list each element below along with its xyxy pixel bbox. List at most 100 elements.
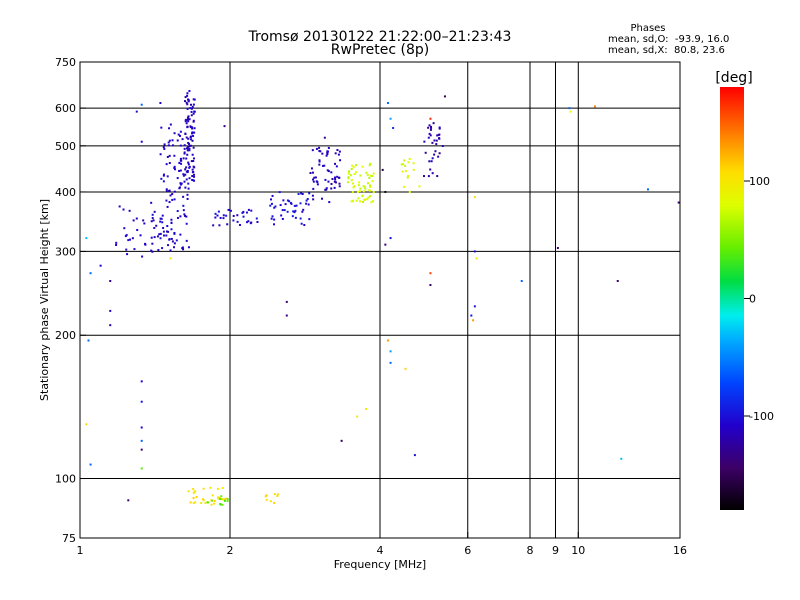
data-point bbox=[223, 125, 226, 128]
data-point bbox=[161, 221, 164, 224]
data-point bbox=[316, 181, 319, 184]
data-point bbox=[139, 234, 142, 237]
data-point bbox=[356, 415, 359, 418]
data-point bbox=[185, 166, 188, 169]
data-point bbox=[192, 98, 195, 101]
data-point bbox=[289, 201, 292, 204]
data-point bbox=[202, 487, 205, 490]
data-point bbox=[369, 185, 372, 188]
data-point bbox=[187, 490, 190, 493]
data-point bbox=[109, 324, 112, 327]
data-point bbox=[269, 204, 272, 207]
data-point bbox=[166, 155, 169, 158]
data-point bbox=[144, 243, 147, 246]
data-point bbox=[223, 499, 226, 502]
data-point bbox=[323, 164, 326, 167]
data-point bbox=[184, 100, 187, 103]
data-point bbox=[372, 191, 375, 194]
data-point bbox=[294, 209, 297, 212]
x-tick-label: 1 bbox=[77, 544, 84, 557]
data-point bbox=[218, 224, 221, 227]
data-point bbox=[305, 202, 308, 205]
y-tick-label: 600 bbox=[55, 102, 76, 115]
data-point bbox=[338, 185, 341, 188]
data-point bbox=[89, 272, 92, 275]
data-point bbox=[389, 361, 392, 364]
data-point bbox=[314, 176, 317, 179]
data-point bbox=[165, 189, 168, 192]
data-point bbox=[216, 487, 219, 490]
data-point bbox=[153, 236, 156, 239]
data-point bbox=[285, 314, 288, 317]
data-point bbox=[186, 94, 189, 97]
data-point bbox=[168, 154, 171, 157]
data-point bbox=[192, 165, 195, 168]
data-point bbox=[191, 153, 194, 156]
data-point bbox=[433, 153, 436, 156]
data-point bbox=[218, 497, 221, 500]
data-point bbox=[179, 130, 182, 133]
data-point bbox=[620, 457, 623, 460]
data-point bbox=[276, 495, 279, 498]
data-point bbox=[187, 142, 190, 145]
data-point bbox=[151, 242, 154, 245]
data-point bbox=[316, 183, 319, 186]
data-point bbox=[311, 171, 314, 174]
data-point bbox=[355, 199, 358, 202]
data-point bbox=[370, 201, 373, 204]
data-point bbox=[435, 139, 438, 142]
data-point bbox=[325, 187, 328, 190]
data-point bbox=[194, 501, 197, 504]
data-point bbox=[176, 139, 179, 142]
data-point bbox=[192, 157, 195, 160]
data-point bbox=[326, 152, 329, 155]
data-point bbox=[140, 448, 143, 451]
data-point bbox=[192, 488, 195, 491]
data-point bbox=[355, 164, 358, 167]
data-point bbox=[187, 187, 190, 190]
data-point bbox=[167, 141, 170, 144]
data-point bbox=[435, 143, 438, 146]
data-point bbox=[185, 136, 188, 139]
data-point bbox=[330, 182, 333, 185]
data-point bbox=[250, 209, 253, 212]
data-point bbox=[368, 164, 371, 167]
data-point bbox=[189, 107, 192, 110]
colorbar-tick-label: 100 bbox=[749, 175, 770, 188]
data-point bbox=[593, 105, 596, 108]
data-point bbox=[279, 204, 282, 207]
data-point bbox=[271, 194, 274, 197]
data-point bbox=[427, 175, 430, 178]
data-point bbox=[347, 177, 350, 180]
data-point bbox=[171, 139, 174, 142]
data-point bbox=[169, 249, 172, 252]
data-point bbox=[351, 191, 354, 194]
data-point bbox=[188, 144, 191, 147]
data-point bbox=[188, 90, 191, 93]
colorbar-label: [deg] bbox=[715, 70, 752, 86]
data-point bbox=[170, 237, 173, 240]
data-point bbox=[159, 153, 162, 156]
data-point bbox=[303, 224, 306, 227]
data-point bbox=[308, 192, 311, 195]
data-point bbox=[281, 217, 284, 220]
data-point bbox=[238, 223, 241, 226]
data-point bbox=[312, 187, 315, 190]
data-point bbox=[186, 169, 189, 172]
data-point bbox=[85, 237, 88, 240]
data-point bbox=[407, 161, 410, 164]
data-point bbox=[350, 179, 353, 182]
data-point bbox=[337, 153, 340, 156]
data-point bbox=[381, 168, 384, 171]
data-point bbox=[372, 172, 375, 175]
data-point bbox=[301, 193, 304, 196]
data-point bbox=[140, 103, 143, 106]
data-point bbox=[165, 199, 168, 202]
data-point bbox=[232, 219, 235, 222]
data-point bbox=[384, 243, 387, 246]
y-tick-label: 400 bbox=[55, 186, 76, 199]
data-point bbox=[159, 237, 162, 240]
data-point bbox=[150, 249, 153, 252]
data-point bbox=[270, 198, 273, 201]
